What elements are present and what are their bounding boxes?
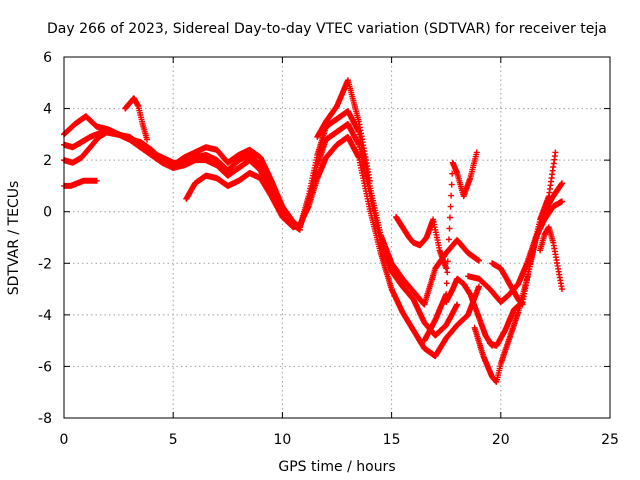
x-tick-label: 5 bbox=[169, 432, 178, 448]
series-point bbox=[489, 260, 526, 308]
data-series bbox=[183, 170, 303, 233]
x-tick-label: 25 bbox=[601, 432, 619, 448]
data-series bbox=[537, 224, 565, 293]
series-point bbox=[393, 213, 450, 272]
data-series bbox=[443, 275, 496, 349]
y-tick-label: 6 bbox=[43, 50, 52, 66]
series-point bbox=[314, 77, 373, 184]
series-point bbox=[537, 224, 565, 293]
y-tick-labels: -8 -6 -4 -2 0 2 4 6 bbox=[38, 50, 52, 427]
grid bbox=[64, 57, 610, 418]
axis-ticks bbox=[63, 56, 611, 419]
data-series bbox=[314, 77, 373, 184]
series-point bbox=[486, 149, 559, 349]
y-tick-label: 0 bbox=[43, 205, 52, 221]
data-series bbox=[486, 149, 559, 349]
plot-frame bbox=[63, 56, 611, 419]
x-tick-labels: 0 5 10 15 20 25 bbox=[60, 432, 619, 448]
series-point bbox=[61, 177, 100, 189]
x-tick-label: 15 bbox=[383, 432, 401, 448]
series-point bbox=[122, 95, 150, 143]
y-tick-label: -2 bbox=[38, 256, 52, 272]
x-tick-label: 20 bbox=[492, 432, 510, 448]
y-tick-label: -6 bbox=[38, 359, 52, 375]
chart-title: Day 266 of 2023, Sidereal Day-to-day VTE… bbox=[47, 21, 607, 37]
series-layer bbox=[61, 77, 565, 385]
data-series bbox=[489, 260, 526, 308]
series-point bbox=[465, 198, 565, 305]
data-series bbox=[122, 95, 150, 143]
y-tick-label: 2 bbox=[43, 153, 52, 169]
y-axis-label: SDTVAR / TECUs bbox=[6, 181, 22, 296]
x-axis-label: GPS time / hours bbox=[278, 459, 395, 475]
x-tick-label: 0 bbox=[60, 432, 69, 448]
x-tick-label: 10 bbox=[273, 432, 291, 448]
series-point bbox=[443, 275, 496, 349]
data-series bbox=[61, 177, 100, 189]
data-series bbox=[421, 149, 480, 344]
series-point bbox=[421, 149, 480, 344]
data-series bbox=[393, 213, 450, 272]
y-tick-label: -8 bbox=[38, 411, 52, 427]
series-point bbox=[183, 170, 303, 233]
y-tick-label: -4 bbox=[38, 308, 52, 324]
data-series bbox=[465, 198, 565, 305]
y-tick-label: 4 bbox=[43, 102, 52, 118]
